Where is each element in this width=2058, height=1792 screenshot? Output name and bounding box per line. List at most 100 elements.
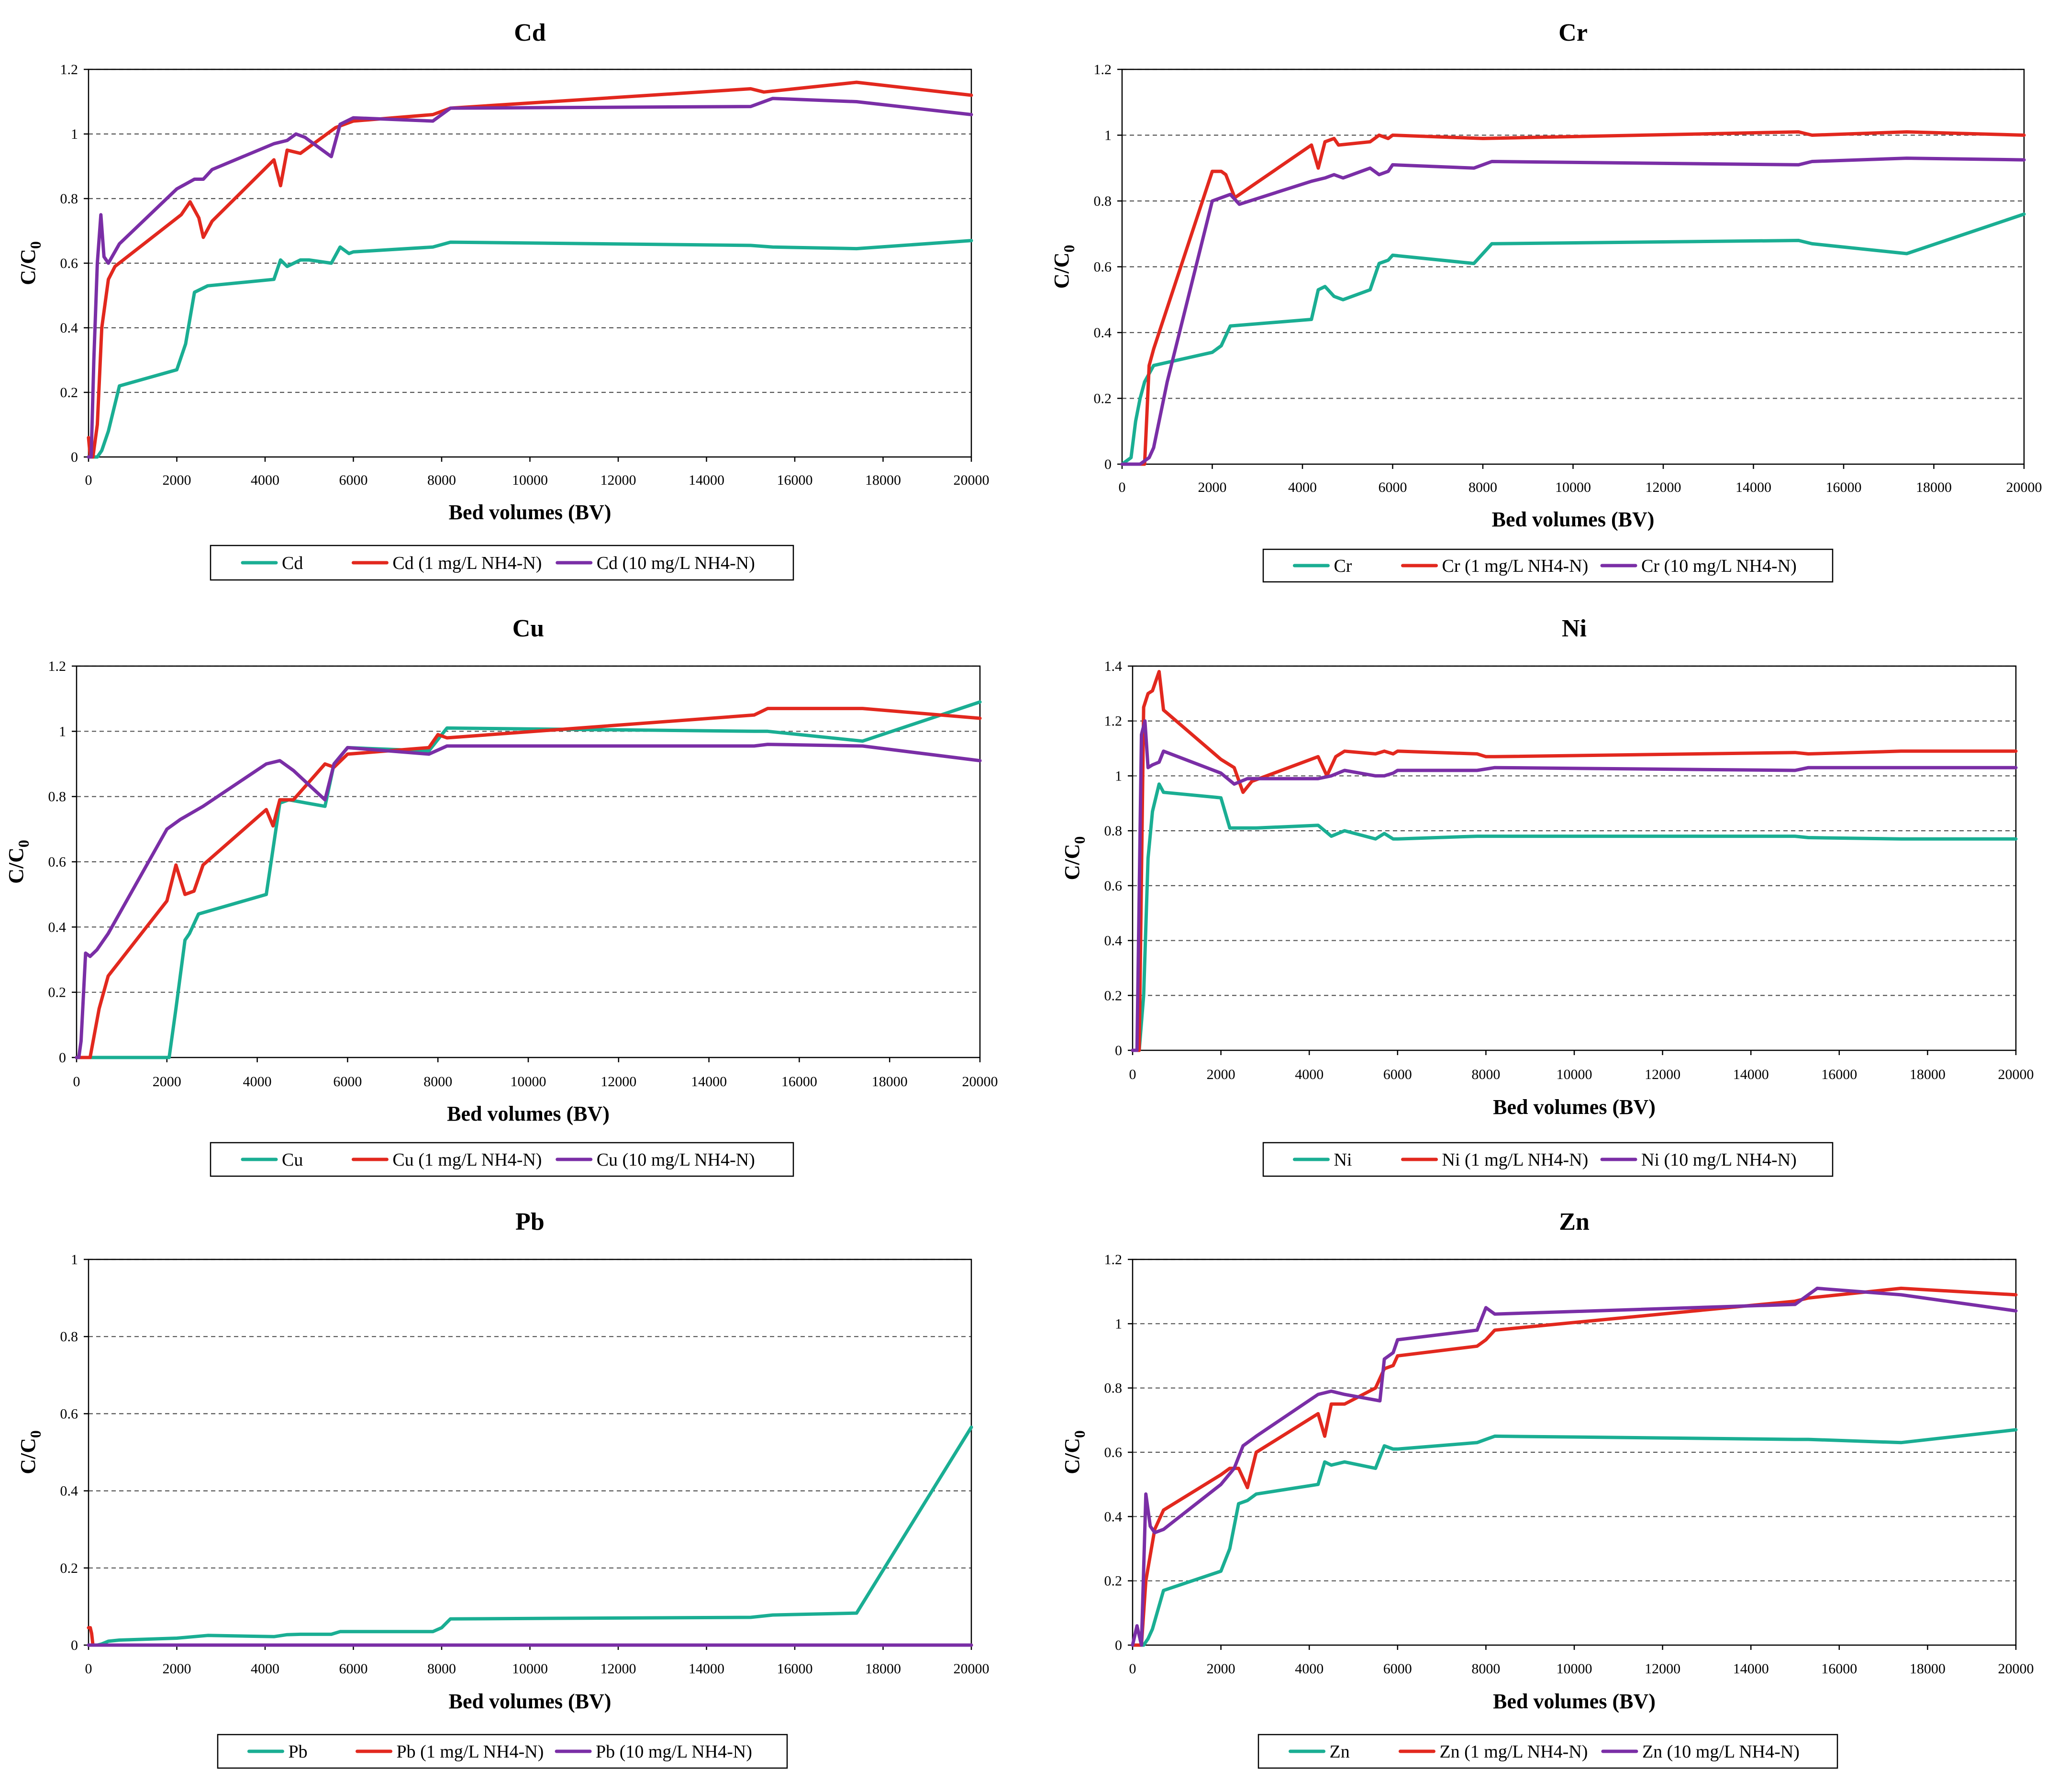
y-tick-label-pb-1: 0.2 [60,1560,78,1576]
x-tick-label-zn-6: 12000 [1645,1661,1680,1677]
y-tick-label-zn-2: 0.4 [1104,1509,1123,1525]
y-tick-label-cr-0: 0 [1104,456,1112,472]
chart-title-pb: Pb [515,1208,545,1235]
y-tick-label-pb-3: 0.6 [60,1406,78,1422]
y-tick-label-ni-3: 0.6 [1104,878,1123,894]
y-axis-title-main-cu: C/C [4,847,28,884]
chart-title-cd: Cd [514,19,546,46]
y-axis-title-zn: C/C0 [1060,1430,1088,1474]
x-tick-label-ni-5: 10000 [1557,1067,1592,1082]
x-tick-label-ni-2: 4000 [1295,1067,1324,1082]
y-tick-label-cr-2: 0.4 [1094,325,1112,341]
x-tick-label-zn-10: 20000 [1998,1661,2034,1677]
chart-title-cu: Cu [512,615,544,642]
legend-label-zn-1: Zn (1 mg/L NH4-N) [1439,1742,1588,1762]
y-tick-label-ni-6: 1.2 [1104,713,1123,729]
x-tick-label-cu-4: 8000 [423,1074,452,1090]
legend-cd: Cd Cd (1 mg/L NH4-N) Cd (10 mg/L NH4-N) [210,545,794,581]
legend-cu: Cu Cu (1 mg/L NH4-N) Cu (10 mg/L NH4-N) [210,1142,794,1177]
legend-label-cr-0: Cr [1334,556,1352,576]
legend-label-cd-1: Cd (1 mg/L NH4-N) [392,553,542,573]
series-line-cr-0 [1120,212,2026,466]
legend-box-pb [217,1734,788,1769]
x-tick-label-pb-7: 14000 [689,1661,724,1677]
series-line-zn-1 [1131,1286,2018,1647]
series-line-cr-2 [1120,156,2026,466]
x-tick-label-pb-2: 4000 [251,1661,279,1677]
legend-label-pb-0: Pb [288,1742,307,1762]
legend-label-cu-1: Cu (1 mg/L NH4-N) [392,1150,542,1170]
y-tick-label-zn-5: 1 [1115,1316,1122,1332]
y-axis-title-cu: C/C0 [4,840,32,884]
x-tick-label-ni-10: 20000 [1998,1067,2034,1082]
chart-panel-ni: Ni 0 0.2 0.4 0.6 0.8 1 1.2 1.4 0 2000 4000 6000 8000 1… [1060,615,2034,1177]
x-tick-label-cd-1: 2000 [163,472,191,488]
plot-area-ni [1132,665,2017,1051]
x-tick-label-cd-9: 18000 [865,472,901,488]
x-tick-label-cr-6: 12000 [1646,479,1681,495]
x-tick-label-zn-5: 10000 [1557,1661,1592,1677]
y-tick-label-cr-3: 0.6 [1094,259,1112,275]
y-tick-label-zn-1: 0.2 [1104,1573,1123,1589]
x-tick-label-cu-7: 14000 [691,1074,727,1090]
x-tick-label-ni-7: 14000 [1733,1067,1769,1082]
y-tick-label-pb-2: 0.4 [60,1483,78,1499]
y-tick-label-cr-5: 1 [1104,128,1112,144]
x-axis-title-cd: Bed volumes (BV) [449,501,612,524]
x-tick-label-cd-4: 8000 [427,472,456,488]
y-tick-label-cr-1: 0.2 [1094,391,1112,407]
x-tick-label-cu-1: 2000 [153,1074,181,1090]
legend-label-cr-1: Cr (1 mg/L NH4-N) [1442,556,1589,576]
y-tick-label-cd-5: 1 [71,126,78,142]
x-tick-label-zn-3: 6000 [1383,1661,1412,1677]
y-axis-title-sub-cd: 0 [27,241,44,249]
y-tick-label-cd-3: 0.6 [60,256,78,271]
x-tick-label-cd-3: 6000 [339,472,368,488]
y-axis-title-sub-pb: 0 [27,1430,44,1438]
legend-label-ni-2: Ni (10 mg/L NH4-N) [1641,1150,1797,1170]
legend-label-cd-0: Cd [282,553,303,573]
y-axis-title-main-zn: C/C [1060,1438,1084,1474]
x-tick-label-cr-9: 18000 [1916,479,1952,495]
x-tick-label-zn-8: 16000 [1821,1661,1857,1677]
x-tick-label-zn-2: 4000 [1295,1661,1324,1677]
x-tick-label-cr-5: 10000 [1555,479,1591,495]
x-axis-title-zn: Bed volumes (BV) [1493,1690,1656,1713]
x-tick-label-cd-2: 4000 [251,472,279,488]
series-line-cd-0 [87,239,973,459]
y-tick-label-ni-4: 0.8 [1104,823,1123,839]
x-tick-label-cr-2: 4000 [1288,479,1317,495]
y-axis-title-main-cr: C/C [1050,253,1073,289]
legend-label-pb-2: Pb (10 mg/L NH4-N) [596,1742,752,1762]
x-tick-label-pb-9: 18000 [865,1661,901,1677]
y-tick-label-cu-1: 0.2 [48,985,67,1001]
legend-ni: Ni Ni (1 mg/L NH4-N) Ni (10 mg/L NH4-N) [1262,1142,1834,1177]
y-axis-title-ni: C/C0 [1060,836,1088,880]
y-tick-label-cr-4: 0.8 [1094,193,1112,209]
y-tick-label-cu-6: 1.2 [48,658,67,674]
x-tick-label-zn-1: 2000 [1207,1661,1235,1677]
x-tick-label-cd-10: 20000 [954,472,990,488]
x-tick-label-zn-4: 8000 [1471,1661,1500,1677]
y-axis-title-sub-cu: 0 [15,840,32,847]
y-tick-label-cr-6: 1.2 [1094,62,1112,78]
y-axis-title-sub-cr: 0 [1060,245,1078,253]
x-tick-label-ni-1: 2000 [1207,1067,1235,1082]
x-tick-label-cr-3: 6000 [1379,479,1407,495]
x-tick-label-pb-0: 0 [85,1661,92,1677]
y-tick-label-ni-7: 1.4 [1104,658,1123,674]
legend-pb: Pb Pb (1 mg/L NH4-N) Pb (10 mg/L NH4-N) [217,1734,788,1769]
legend-label-cu-0: Cu [282,1150,303,1170]
y-axis-title-cr: C/C0 [1050,245,1078,289]
x-tick-label-pb-8: 16000 [777,1661,813,1677]
series-line-ni-0 [1131,782,2018,1052]
y-tick-label-ni-2: 0.4 [1104,933,1123,949]
x-axis-title-cu: Bed volumes (BV) [447,1102,610,1125]
y-tick-label-ni-5: 1 [1115,768,1122,784]
legend-box-cd [210,545,794,581]
x-tick-label-pb-5: 10000 [512,1661,548,1677]
x-tick-label-cu-5: 10000 [511,1074,546,1090]
legend-box-ni [1262,1142,1834,1177]
x-tick-label-cu-8: 16000 [781,1074,817,1090]
